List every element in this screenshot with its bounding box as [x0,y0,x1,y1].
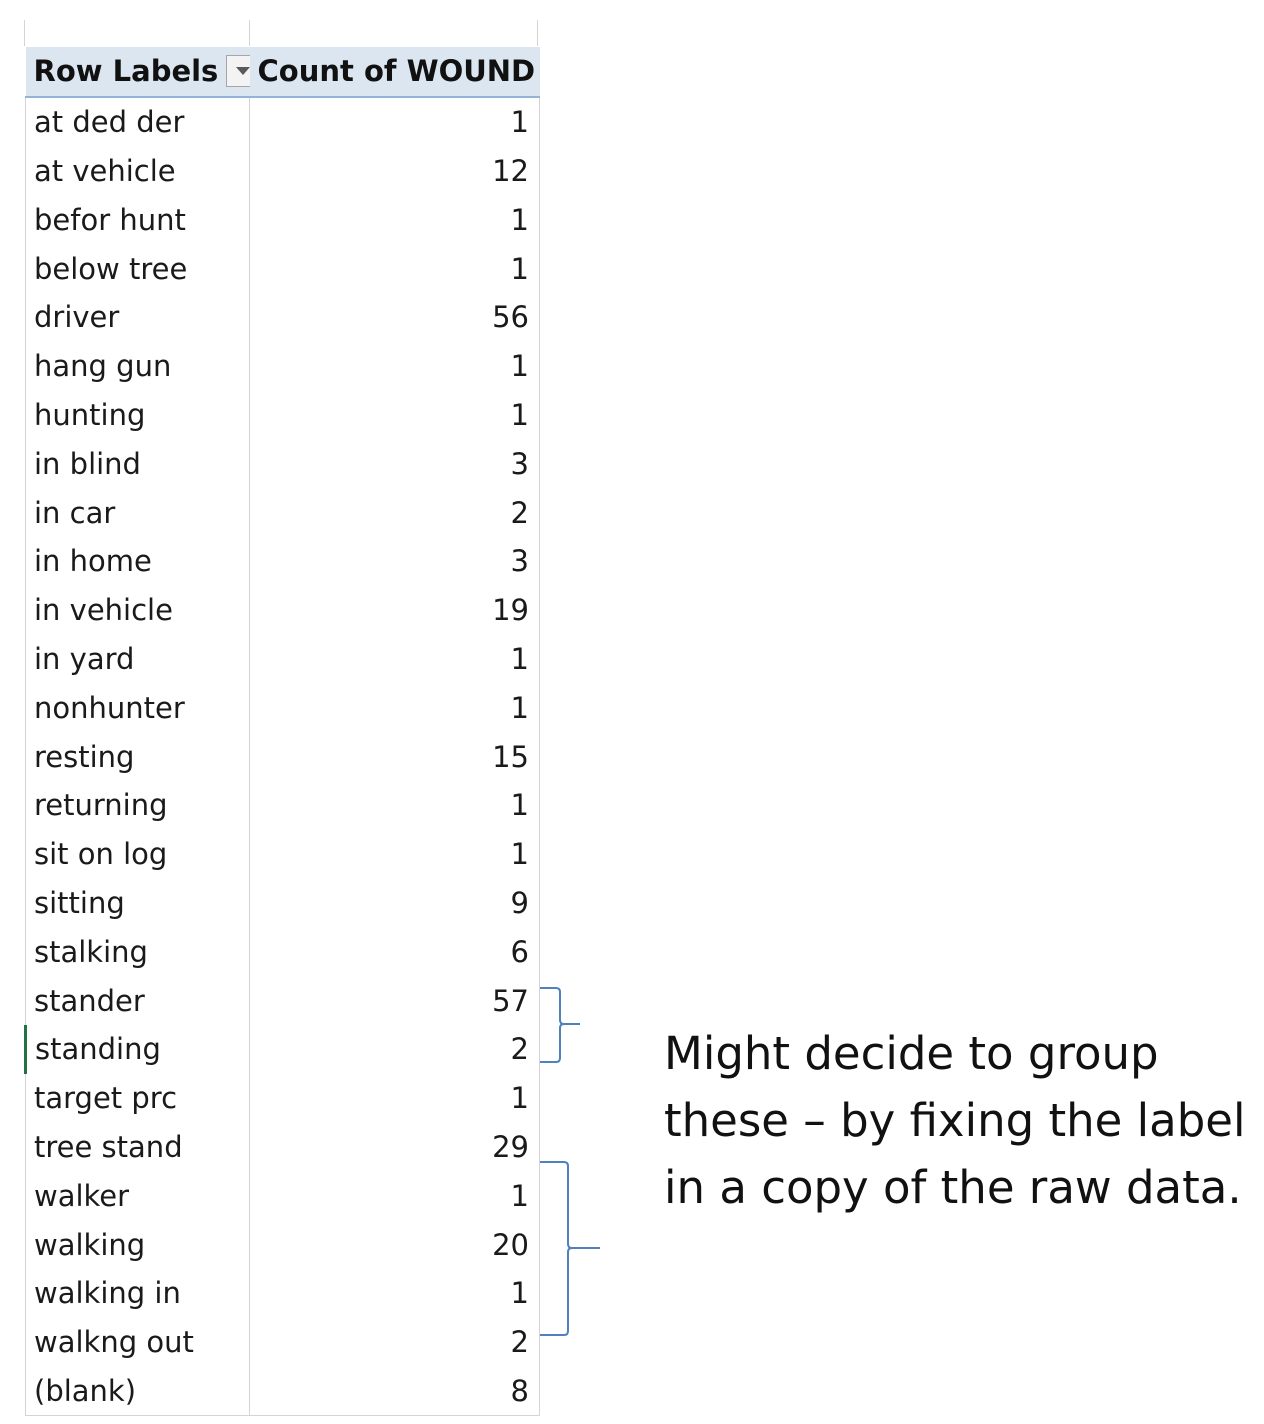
table-row: standing 2 [24,1024,540,1074]
count-cell[interactable]: 56 [249,292,540,342]
table-row: stander 57 [25,976,540,1025]
pivot-header-row: Row Labels Count of WOUND [25,47,540,98]
row-label-cell[interactable]: in home [25,536,250,586]
annotation-line-1: Might decide to group [664,1027,1159,1080]
row-label-cell[interactable]: in yard [25,634,250,684]
count-cell[interactable]: 1 [249,1268,540,1318]
count-cell[interactable]: 1 [249,341,540,391]
count-cell[interactable]: 2 [249,488,540,537]
count-of-wound-header[interactable]: Count of WOUND [249,47,540,98]
count-cell[interactable]: 8 [249,1366,540,1417]
table-row: walker 1 [25,1171,540,1221]
table-row: at vehicle 12 [25,146,540,196]
row-label-cell[interactable]: stander [25,976,250,1025]
count-cell[interactable]: 1 [249,634,540,684]
sheet-grid-top [24,20,538,46]
count-cell[interactable]: 12 [249,146,540,196]
row-label-cell[interactable]: returning [25,780,250,830]
count-cell[interactable]: 2 [249,1317,540,1367]
brace-small-icon [540,987,580,1063]
row-label-cell[interactable]: (blank) [25,1366,250,1417]
row-label-cell[interactable]: at ded der [25,96,250,147]
annotation-text: Might decide to group these – by fixing … [664,1020,1254,1221]
table-row: hang gun 1 [25,341,540,391]
table-row: (blank) 8 [25,1366,540,1417]
row-label-cell[interactable]: walking in [25,1268,250,1318]
column-divider [249,20,250,46]
table-row: befor hunt 1 [25,195,540,245]
table-row: tree stand 29 [25,1122,540,1172]
table-row: resting 15 [25,732,540,781]
row-label-cell[interactable]: nonhunter [25,683,250,733]
row-label-cell[interactable]: resting [25,732,250,781]
row-label-cell[interactable]: stalking [25,927,250,977]
table-row: target prc 1 [25,1073,540,1123]
dropdown-arrow-icon [236,66,250,75]
count-cell[interactable]: 1 [249,195,540,245]
count-cell[interactable]: 20 [249,1220,540,1269]
table-row: at ded der 1 [25,96,540,147]
table-row: sitting 9 [25,878,540,928]
pivot-table: Row Labels Count of WOUND at ded der 1 at … [24,47,540,1417]
row-label-cell[interactable]: walker [25,1171,250,1221]
table-row: returning 1 [25,780,540,830]
row-label-cell[interactable]: sit on log [25,829,250,879]
count-cell[interactable]: 1 [249,829,540,879]
count-cell[interactable]: 9 [249,878,540,928]
row-label-cell[interactable]: walking [25,1220,250,1269]
table-row: in car 2 [25,488,540,537]
row-label-cell[interactable]: at vehicle [25,146,250,196]
row-label-cell[interactable]: hunting [25,390,250,440]
annotation-line-2: these – by fixing the label [664,1094,1246,1147]
row-labels-filter-button[interactable] [226,54,250,87]
row-labels-header[interactable]: Row Labels [25,47,250,98]
table-row: nonhunter 1 [25,683,540,733]
row-label-cell[interactable]: standing [24,1024,250,1074]
count-cell[interactable]: 19 [249,585,540,635]
table-row: in vehicle 19 [25,585,540,635]
row-label-cell[interactable]: tree stand [25,1122,250,1172]
pivot-body: at ded der 1 at vehicle 12 befor hunt 1 below … [24,96,540,1417]
table-row: in blind 3 [25,439,540,489]
count-cell[interactable]: 1 [249,390,540,440]
row-label-cell[interactable]: befor hunt [25,195,250,245]
count-cell[interactable]: 3 [249,536,540,586]
table-row: sit on log 1 [25,829,540,879]
count-cell[interactable]: 29 [249,1122,540,1172]
table-row: stalking 6 [25,927,540,977]
table-row: walking in 1 [25,1268,540,1318]
count-cell[interactable]: 2 [249,1024,540,1074]
table-row: walkng out 2 [25,1317,540,1367]
count-cell[interactable]: 1 [249,96,540,147]
row-label-cell[interactable]: in vehicle [25,585,250,635]
table-row: walking 20 [25,1220,540,1269]
table-row: in yard 1 [25,634,540,684]
count-cell[interactable]: 1 [249,244,540,293]
count-cell[interactable]: 1 [249,1171,540,1221]
table-row: below tree 1 [25,244,540,293]
count-cell[interactable]: 57 [249,976,540,1025]
count-cell[interactable]: 15 [249,732,540,781]
row-label-cell[interactable]: walkng out [25,1317,250,1367]
table-row: hunting 1 [25,390,540,440]
row-label-cell[interactable]: in blind [25,439,250,489]
count-cell[interactable]: 1 [249,780,540,830]
table-row: driver 56 [25,292,540,342]
row-label-cell[interactable]: target prc [25,1073,250,1123]
row-label-cell[interactable]: in car [25,488,250,537]
brace-large-icon [540,1161,600,1336]
count-cell[interactable]: 1 [249,683,540,733]
count-cell[interactable]: 6 [249,927,540,977]
row-label-cell[interactable]: driver [25,292,250,342]
row-labels-header-text: Row Labels [33,53,219,88]
annotation-line-3: in a copy of the raw data. [664,1161,1242,1214]
row-label-cell[interactable]: sitting [25,878,250,928]
table-row: in home 3 [25,536,540,586]
row-label-cell[interactable]: hang gun [25,341,250,391]
row-label-cell[interactable]: below tree [25,244,250,293]
count-cell[interactable]: 1 [249,1073,540,1123]
count-cell[interactable]: 3 [249,439,540,489]
